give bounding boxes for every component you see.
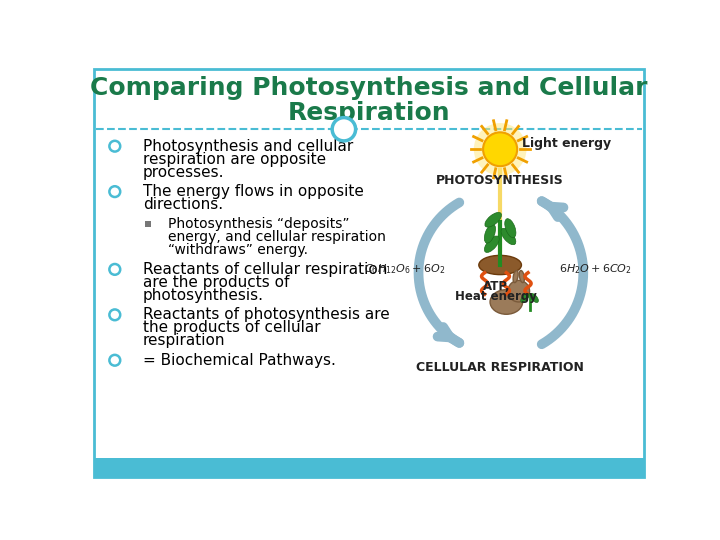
Ellipse shape (530, 294, 539, 302)
FancyBboxPatch shape (94, 69, 644, 477)
Text: The energy flows in opposite: The energy flows in opposite (143, 184, 364, 199)
Text: “withdraws” energy.: “withdraws” energy. (168, 243, 307, 257)
Text: respiration: respiration (143, 334, 225, 348)
Ellipse shape (479, 255, 521, 275)
Ellipse shape (519, 271, 524, 282)
Text: directions.: directions. (143, 197, 222, 212)
Text: PHOTOSYNTHESIS: PHOTOSYNTHESIS (436, 173, 564, 186)
FancyBboxPatch shape (94, 458, 644, 477)
Ellipse shape (485, 236, 499, 252)
Text: ATP,: ATP, (482, 280, 510, 293)
Ellipse shape (505, 219, 516, 238)
Text: CELLULAR RESPIRATION: CELLULAR RESPIRATION (416, 361, 584, 374)
Text: Comparing Photosynthesis and Cellular: Comparing Photosynthesis and Cellular (90, 76, 648, 100)
Ellipse shape (513, 271, 518, 282)
Text: Photosynthesis “deposits”: Photosynthesis “deposits” (168, 217, 349, 231)
Circle shape (332, 118, 356, 141)
Text: Reactants of cellular respiration: Reactants of cellular respiration (143, 262, 387, 277)
Text: = Biochemical Pathways.: = Biochemical Pathways. (143, 353, 336, 368)
Text: are the products of: are the products of (143, 275, 289, 290)
Text: Respiration: Respiration (288, 100, 450, 125)
Text: energy, and cellular respiration: energy, and cellular respiration (168, 230, 385, 244)
Text: $6H_2O + 6CO_2$: $6H_2O + 6CO_2$ (559, 262, 632, 276)
Circle shape (508, 280, 530, 302)
FancyBboxPatch shape (145, 221, 151, 227)
Text: Photosynthesis and cellular: Photosynthesis and cellular (143, 139, 353, 154)
Text: Heat energy: Heat energy (455, 290, 537, 303)
Ellipse shape (485, 224, 495, 243)
Ellipse shape (490, 289, 523, 314)
Text: the products of cellular: the products of cellular (143, 320, 320, 335)
Text: processes.: processes. (143, 165, 224, 180)
Text: Light energy: Light energy (522, 137, 611, 150)
Text: $C_6H_{12}O_6 + 6O_2$: $C_6H_{12}O_6 + 6O_2$ (364, 262, 445, 276)
Circle shape (474, 123, 526, 176)
Ellipse shape (485, 212, 501, 227)
Text: respiration are opposite: respiration are opposite (143, 152, 326, 167)
Ellipse shape (501, 228, 516, 245)
Circle shape (483, 132, 517, 166)
Text: photosynthesis.: photosynthesis. (143, 288, 264, 303)
Ellipse shape (521, 294, 529, 302)
Text: Reactants of photosynthesis are: Reactants of photosynthesis are (143, 307, 390, 322)
